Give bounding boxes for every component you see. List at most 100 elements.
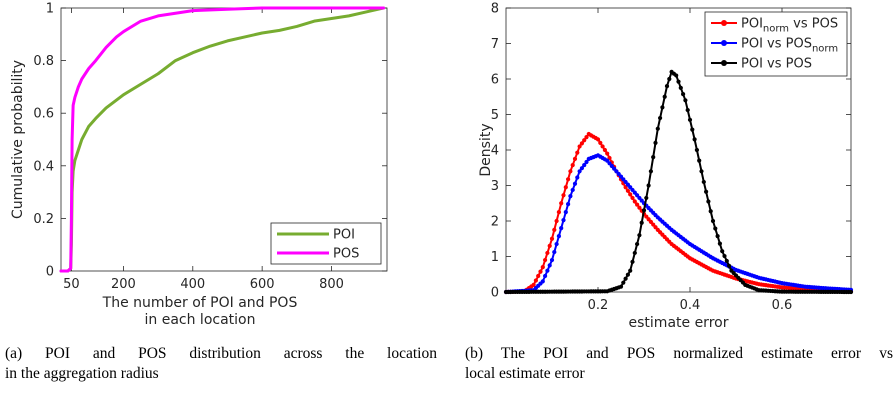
series-point-2 (697, 158, 702, 163)
chart-cumulative-probability: 50 200 400 600 800 0 0.2 0.4 0.6 0.8 1 The number o… (10, 2, 388, 328)
x-tick-label: 400 (180, 277, 205, 292)
series-point-2 (628, 268, 633, 273)
series-point-2 (704, 189, 709, 194)
chart-density: 0.2 0.4 0.6 0 1 2 3 4 5 6 7 8 estimate error Density P… (478, 2, 854, 331)
x-tick-label: 600 (250, 277, 275, 292)
series-point-2 (648, 169, 654, 174)
series-point-0 (540, 265, 545, 270)
series-point-2 (651, 155, 656, 160)
series-point-0 (598, 140, 603, 145)
caption-a: (a) POI and POS distribution across the … (5, 344, 437, 384)
legend-label-1: POI vs POSnorm (741, 37, 838, 55)
series-point-2 (694, 147, 700, 153)
series-line-2 (505, 70, 852, 293)
series-point-0 (572, 156, 578, 161)
caption-b-line1: (b) The POI and POS normalized estimate … (465, 345, 893, 362)
series-point-1 (540, 279, 545, 284)
series-point-1 (577, 169, 582, 174)
series-point-2 (701, 179, 706, 185)
series-point-2 (720, 249, 725, 254)
series-point-2 (715, 233, 720, 239)
y-tick-label: 7 (491, 37, 499, 52)
x-axis-label: estimate error (629, 315, 729, 331)
series-point-2 (664, 84, 670, 89)
series-point-2 (618, 284, 624, 289)
series-point-0 (605, 151, 610, 156)
series-point-2 (692, 137, 697, 142)
series-point-0 (600, 144, 605, 149)
y-tick-label: 1 (491, 250, 499, 265)
series-point-2 (646, 183, 651, 188)
series-point-2 (681, 91, 686, 97)
y-tick-label: 0 (46, 265, 54, 280)
series-point-2 (683, 98, 688, 103)
caption-b-line2: local estimate error (465, 365, 585, 382)
y-tick-label: 8 (491, 2, 499, 17)
series-point-2 (674, 73, 679, 78)
series-point-2 (662, 94, 667, 99)
x-axis-label-line-1: in each location (145, 312, 256, 328)
series-point-2 (639, 220, 644, 225)
series-point-0 (579, 141, 585, 146)
series-point-2 (621, 280, 626, 285)
series-point-1 (561, 218, 566, 223)
legend-label-1: POS (333, 247, 359, 262)
legend-label-0: POI (333, 228, 355, 243)
legend-label-0: POInorm vs POS (741, 17, 838, 35)
series-point-0 (630, 195, 635, 201)
series-point-2 (660, 105, 665, 110)
series-point-2 (635, 241, 640, 247)
y-tick-label: 6 (491, 73, 499, 88)
series-point-0 (563, 185, 568, 190)
series-point-2 (653, 140, 658, 145)
series-point-2 (724, 258, 729, 264)
series-point-1 (556, 233, 562, 239)
x-axis-label-line-0: The number of POI and POS (102, 295, 298, 311)
series-point-0 (533, 278, 539, 283)
series-point-2 (678, 85, 683, 90)
legend-marker-1 (721, 40, 727, 46)
series-point-0 (536, 273, 541, 279)
y-tick-label: 3 (491, 179, 499, 194)
series-point-0 (538, 269, 543, 274)
series-point-0 (554, 218, 559, 224)
series-point-1 (545, 268, 550, 273)
y-tick-label: 1 (46, 2, 54, 17)
series-point-1 (582, 162, 587, 168)
caption-a-line2: in the aggregation radius (5, 365, 159, 382)
series-point-0 (632, 199, 637, 204)
series-point-2 (699, 169, 704, 174)
series-point-0 (584, 135, 589, 140)
series-point-0 (595, 137, 601, 142)
series-point-2 (630, 259, 635, 264)
series-point-0 (628, 192, 633, 197)
series-point-0 (568, 169, 573, 174)
series-point-2 (848, 289, 854, 295)
series-point-0 (547, 243, 552, 248)
series-point-2 (722, 253, 727, 259)
series-point-2 (727, 263, 732, 268)
series-point-0 (635, 202, 640, 207)
series-point-0 (582, 138, 587, 143)
series-point-1 (584, 159, 589, 165)
y-tick-label: 0.2 (33, 212, 54, 227)
series-point-0 (566, 177, 571, 182)
series-point-2 (658, 115, 663, 121)
x-tick-label: 0.6 (772, 298, 793, 313)
series-point-2 (637, 233, 642, 238)
series-point-2 (623, 276, 628, 281)
y-tick-label: 0.4 (33, 159, 54, 174)
series-point-1 (566, 202, 571, 207)
series-point-0 (549, 236, 555, 241)
legend-marker-2 (721, 60, 727, 66)
x-tick-label: 800 (319, 277, 344, 292)
y-tick-label: 0.8 (33, 54, 54, 69)
y-tick-label: 2 (491, 215, 499, 230)
series-point-1 (547, 263, 552, 268)
x-tick-label: 200 (111, 277, 136, 292)
series-point-2 (625, 272, 631, 277)
series-line-1 (505, 154, 852, 293)
series-point-1 (572, 181, 578, 186)
series-point-0 (543, 257, 548, 263)
series-point-1 (549, 257, 555, 263)
